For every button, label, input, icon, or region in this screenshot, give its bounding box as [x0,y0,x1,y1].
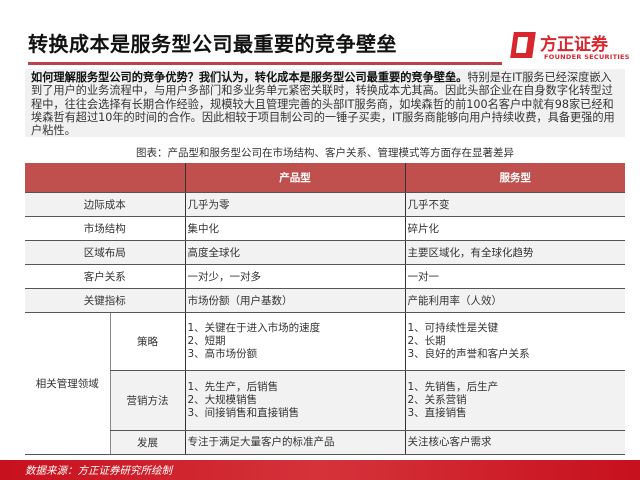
table-row: 区域布局 高度全球化 主要区域化，有全球化趋势 [25,240,625,265]
table-row: 营销方法 1、先生产，后销售 2、大规模销售 3、间接销售和直接销售 1、先销售，后生产… [25,370,625,431]
service-cell: 1、先销售，后生产 2、关系营销 3、直接销售 [404,370,625,431]
row-label: 区域布局 [25,240,185,265]
service-cell: 关注核心客户需求 [404,430,625,455]
service-cell: 几乎不变 [404,192,625,217]
intro-text: 特别是在IT服务已经深度嵌入到了用户的业务流程中，与用户多部门和多业务单元紧密关… [31,71,615,138]
product-cell: 一对少，一对多 [184,264,405,289]
logo-mark-icon [510,32,536,58]
logo-en: FOUNDER SECURITIES [544,53,630,61]
cell-line: 3、直接销售 [407,406,467,419]
product-cell: 高度全球化 [184,240,405,265]
cell-line: 关注核心客户需求 [407,435,492,448]
intro-bold: 如何理解服务型公司的竞争优势？我们认为，转化成本是服务型公司最重要的竞争壁垒。 [31,71,468,84]
row-label: 关键指标 [25,288,185,313]
cell-line: 3、高市场份额 [187,347,258,360]
service-cell: 产能利用率（人效） [404,288,625,313]
sub-label: 发展 [109,430,185,455]
intro-box: 如何理解服务型公司的竞争优势？我们认为，转化成本是服务型公司最重要的竞争壁垒。特… [25,69,625,137]
cell-line: 1、关键在于进入市场的速度 [187,321,321,334]
product-cell: 市场份额（用户基数） [184,288,405,313]
row-label: 客户关系 [25,264,185,289]
table-header: 产品型 服务型 [25,163,625,193]
product-cell: 几乎为零 [184,192,405,217]
product-cell: 1、先生产，后销售 2、大规模销售 3、间接销售和直接销售 [184,370,405,431]
cell-line: 2、短期 [187,334,226,347]
cell-line: 3、良好的声誉和客户关系 [407,347,530,360]
service-cell: 一对一 [404,264,625,289]
service-cell: 主要区域化，有全球化趋势 [404,240,625,265]
cell-line: 2、大规模销售 [187,393,258,406]
table-row: 发展 专注于满足大量客户的标准产品 关注核心客户需求 [25,430,625,455]
table-row: 边际成本 几乎为零 几乎不变 [25,192,625,217]
comparison-table: 产品型 服务型 边际成本 几乎为零 几乎不变 市场结构 集中化 碎片化 区域布局 高度全球化主… [25,163,625,455]
sub-label: 营销方法 [109,370,185,431]
cell-line: 1、可持续性是关键 [407,321,499,334]
table-row: 客户关系 一对少，一对多 一对一 [25,264,625,289]
table-row: 市场结构 集中化 碎片化 [25,216,625,241]
table-row: 关键指标 市场份额（用户基数） 产能利用率（人效） [25,288,625,313]
cell-line: 2、关系营销 [407,393,467,406]
cell-line: 2、长期 [407,334,446,347]
cell-line: 1、先生产，后销售 [187,380,279,393]
header-product: 产品型 [184,163,405,193]
logo-cn: 方正证券 [540,35,608,55]
product-cell: 专注于满足大量客户的标准产品 [184,430,405,455]
cell-line: 专注于满足大量客户的标准产品 [187,435,335,448]
header-blank [25,163,185,193]
founder-securities-logo: 方正证券 FOUNDER SECURITIES [510,30,630,66]
page-title: 转换成本是服务型公司最重要的竞争壁垒 [28,32,397,56]
source-footer: 数据来源：方正证券研究所绘制 [0,460,640,480]
product-cell: 集中化 [184,216,405,241]
cell-line: 1、先销售，后生产 [407,380,499,393]
row-label: 边际成本 [25,192,185,217]
row-label: 市场结构 [25,216,185,241]
group-label: 相关管理领域 [25,312,110,455]
title-divider [28,62,502,65]
cell-line: 3、间接销售和直接销售 [187,406,300,419]
table-caption: 图表：产品型和服务型公司在市场结构、客户关系、管理模式等方面存在显著差异 [136,147,514,159]
product-cell: 1、关键在于进入市场的速度 2、短期 3、高市场份额 [184,312,405,371]
service-cell: 1、可持续性是关键 2、长期 3、良好的声誉和客户关系 [404,312,625,371]
header-service: 服务型 [404,163,625,193]
table-row: 相关管理领域 策略 1、关键在于进入市场的速度 2、短期 3、高市场份额 1、可持续性是关… [25,312,625,455]
sub-label: 策略 [109,312,185,371]
service-cell: 碎片化 [404,216,625,241]
